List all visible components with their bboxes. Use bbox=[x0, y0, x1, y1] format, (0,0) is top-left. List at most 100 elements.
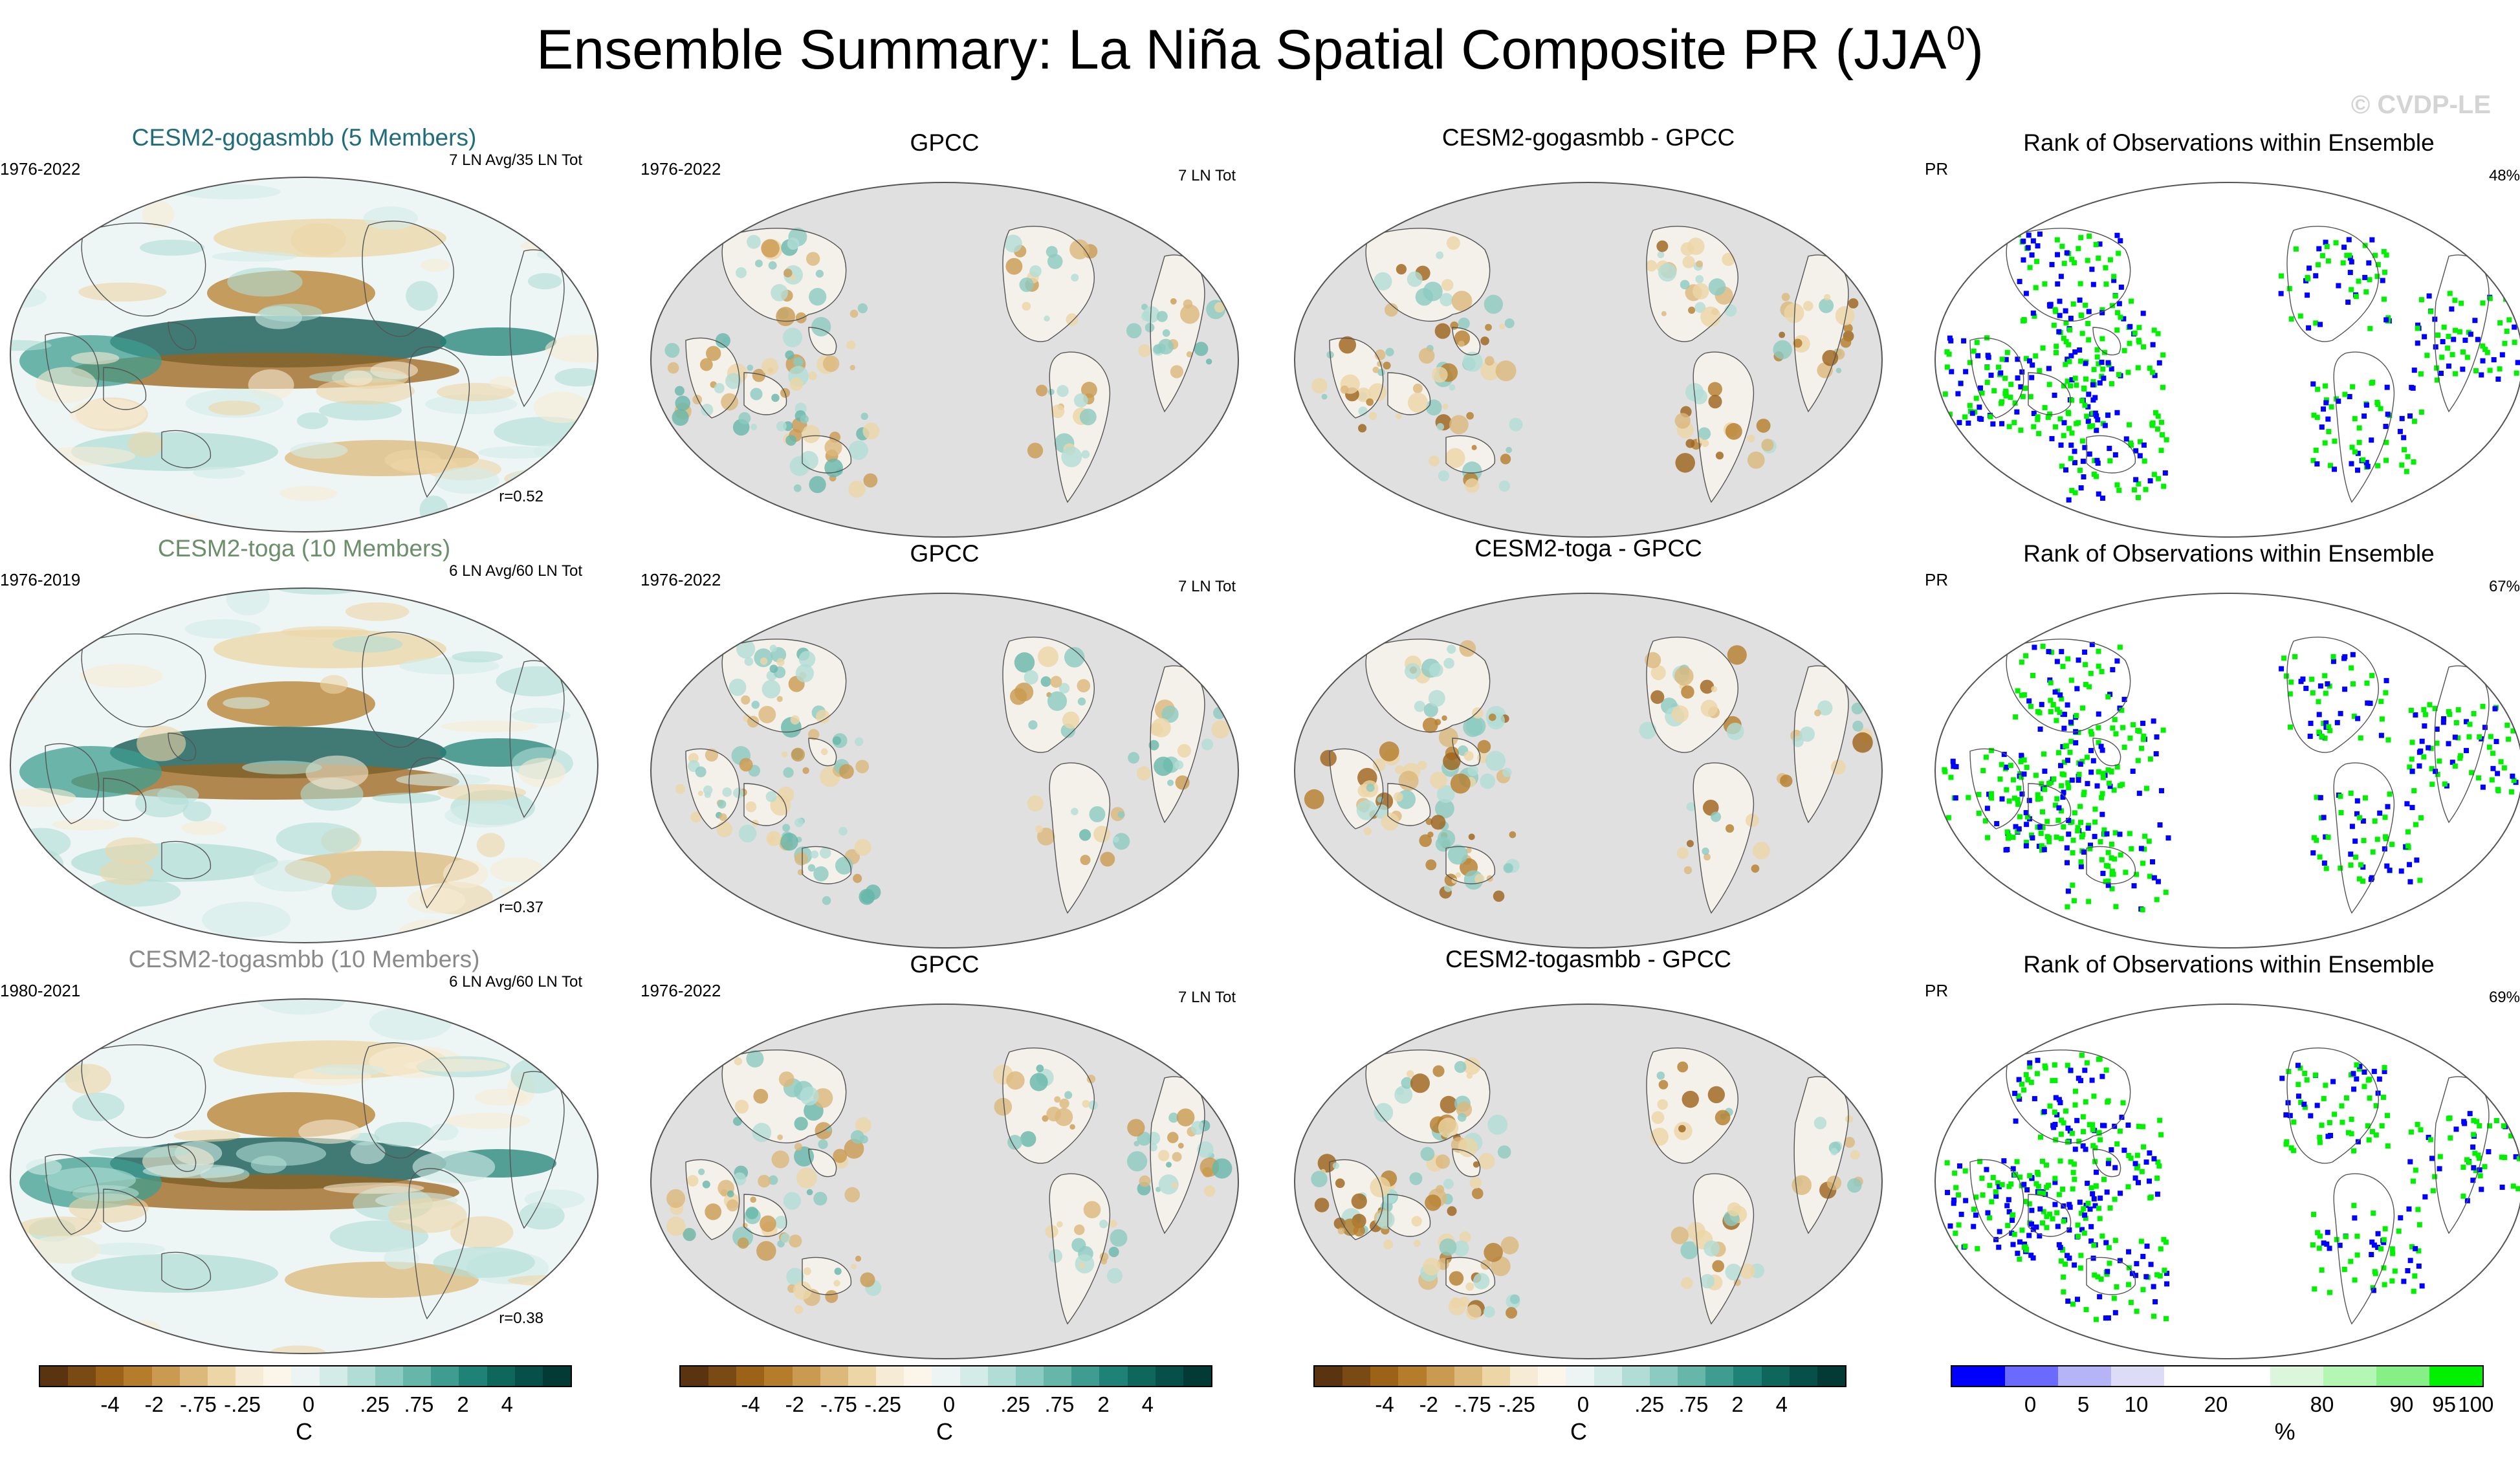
model-map bbox=[10, 177, 598, 532]
obs-panel-left-label: 1976-2022 bbox=[641, 570, 721, 589]
colorbar-tick-label: 100 bbox=[2458, 1392, 2494, 1416]
colorbar-swatch bbox=[2323, 1366, 2376, 1386]
colorbar-unit-label: C bbox=[1570, 1418, 1587, 1445]
colorbar-swatch bbox=[1127, 1366, 1156, 1386]
colorbar-swatch bbox=[1761, 1366, 1790, 1386]
colorbar-swatch bbox=[1678, 1366, 1706, 1386]
colorbar-swatch bbox=[2217, 1366, 2270, 1386]
colorbar-swatch bbox=[459, 1366, 487, 1386]
rank-panel-title: Rank of Observations within Ensemble bbox=[2023, 540, 2435, 567]
colorbar-tick-label: .25 bbox=[1000, 1392, 1031, 1416]
colorbar-boxes bbox=[1951, 1365, 2484, 1387]
rank-map bbox=[1934, 593, 2520, 949]
obs-panel-right-label: 7 LN Tot bbox=[1178, 578, 1236, 595]
colorbar-tick-label: .75 bbox=[1044, 1392, 1075, 1416]
model-panel-title: CESM2-toga (10 Members) bbox=[157, 535, 451, 562]
colorbar-tick-label: -.25 bbox=[1498, 1392, 1536, 1416]
model-panel-right-label: 6 LN Avg/60 LN Tot bbox=[449, 973, 582, 991]
colorbar-swatch bbox=[1370, 1366, 1399, 1386]
colorbar-swatch bbox=[904, 1366, 932, 1386]
diff-map bbox=[1294, 593, 1883, 949]
colorbar-tick-label: -4 bbox=[100, 1392, 120, 1416]
colorbar-swatch bbox=[876, 1366, 904, 1386]
colorbar-swatch bbox=[68, 1366, 96, 1386]
pattern-correlation-label: r=0.37 bbox=[499, 899, 543, 916]
colorbar-swatch bbox=[2005, 1366, 2058, 1386]
model-map bbox=[10, 998, 598, 1354]
colorbar-tick-label: 0 bbox=[943, 1392, 956, 1416]
colorbar-swatch bbox=[736, 1366, 765, 1386]
rank-panel-left-label: PR bbox=[1925, 570, 1949, 589]
colorbar-swatch bbox=[347, 1366, 375, 1386]
obs-panel-left-label: 1976-2022 bbox=[641, 981, 721, 1000]
obs-panel-row-2: GPCC 1976-2022 7 LN Tot bbox=[641, 534, 1249, 949]
colorbar-tick-label: 2 bbox=[457, 1392, 469, 1416]
obs-panel-left-label: 1976-2022 bbox=[641, 159, 721, 179]
colorbar-unit-label: % bbox=[2274, 1418, 2295, 1445]
model-panel-title: CESM2-gogasmbb (5 Members) bbox=[131, 124, 477, 151]
colorbar-swatch bbox=[236, 1366, 264, 1386]
colorbar-tick-label: 2 bbox=[1731, 1392, 1744, 1416]
colorbar-swatch bbox=[431, 1366, 459, 1386]
colorbar-tick-label: 80 bbox=[2310, 1392, 2334, 1416]
colorbar-unit-label: C bbox=[936, 1418, 953, 1445]
colorbar-tick-label: 5 bbox=[2077, 1392, 2090, 1416]
colorbar-tick-label: 0 bbox=[1577, 1392, 1590, 1416]
obs-panel-right-label: 7 LN Tot bbox=[1178, 167, 1236, 184]
colorbar-tick-label: -4 bbox=[741, 1392, 760, 1416]
pattern-correlation-label: r=0.52 bbox=[499, 488, 543, 505]
obs-map bbox=[650, 182, 1239, 538]
colorbar-swatch bbox=[96, 1366, 124, 1386]
diff-map bbox=[1294, 1004, 1883, 1359]
colorbar-swatch bbox=[514, 1366, 543, 1386]
diff-panel-row-3: CESM2-togasmbb - GPCC bbox=[1284, 945, 1892, 1359]
colorbar-swatch bbox=[1482, 1366, 1511, 1386]
colorbar-tick-label: -.75 bbox=[179, 1392, 217, 1416]
colorbar-swatch bbox=[151, 1366, 180, 1386]
colorbar-swatch bbox=[1594, 1366, 1622, 1386]
obs-panel-title: GPCC bbox=[910, 951, 980, 978]
colorbar-swatch bbox=[1044, 1366, 1072, 1386]
colorbar-swatch bbox=[1315, 1366, 1343, 1386]
colorbar-tick-label: 4 bbox=[1141, 1392, 1154, 1416]
colorbar-tick-label: .25 bbox=[1634, 1392, 1665, 1416]
colorbar-tick-label: -.25 bbox=[224, 1392, 261, 1416]
colorbar-tick-label: 95 bbox=[2432, 1392, 2456, 1416]
colorbar-swatch bbox=[1621, 1366, 1650, 1386]
colorbar-swatch bbox=[2376, 1366, 2429, 1386]
colorbar-boxes bbox=[1313, 1365, 1846, 1387]
diff-panel-row-2: CESM2-toga - GPCC bbox=[1284, 534, 1892, 949]
colorbar-tick-label: -.75 bbox=[820, 1392, 857, 1416]
obs-panel-right-label: 7 LN Tot bbox=[1178, 989, 1236, 1006]
colorbar-unit-label: C bbox=[296, 1418, 312, 1445]
colorbar-swatch bbox=[1649, 1366, 1678, 1386]
colorbar-swatch bbox=[764, 1366, 793, 1386]
colorbar-tick-label: 0 bbox=[302, 1392, 315, 1416]
model-panel-row-1: CESM2-gogasmbb (5 Members) 1976-2022 7 LN … bbox=[0, 123, 608, 532]
colorbar-swatch bbox=[1952, 1366, 2005, 1386]
colorbar-swatch bbox=[1789, 1366, 1817, 1386]
colorbar-swatch bbox=[124, 1366, 152, 1386]
colorbar-tick-label: 2 bbox=[1097, 1392, 1110, 1416]
colorbar-swatch bbox=[319, 1366, 347, 1386]
rank-panel-right-label: 69% bbox=[2488, 989, 2520, 1006]
page-title: Ensemble Summary: La Niña Spatial Compos… bbox=[536, 19, 1984, 81]
colorbar-swatch bbox=[1015, 1366, 1044, 1386]
diff-panel-title: CESM2-gogasmbb - GPCC bbox=[1441, 124, 1735, 151]
model-panel-left-label: 1976-2019 bbox=[0, 570, 81, 589]
model-panel-row-3: CESM2-togasmbb (10 Members) 1980-2021 6 LN… bbox=[0, 945, 608, 1354]
rank-panel-row-1: Rank of Observations within Ensemble PR 48… bbox=[1925, 123, 2520, 538]
model-panel-title: CESM2-togasmbb (10 Members) bbox=[128, 946, 480, 972]
obs-panel-row-3: GPCC 1976-2022 7 LN Tot bbox=[641, 945, 1249, 1359]
diff-map bbox=[1294, 182, 1883, 538]
colorbar-tick-label: -2 bbox=[144, 1392, 164, 1416]
rank-panel-right-label: 48% bbox=[2488, 167, 2520, 184]
colorbar-swatch bbox=[1342, 1366, 1371, 1386]
pattern-correlation-label: r=0.38 bbox=[499, 1310, 543, 1327]
colorbar-swatch bbox=[1566, 1366, 1594, 1386]
colorbar-boxes bbox=[39, 1365, 572, 1387]
diff-panel-title: CESM2-togasmbb - GPCC bbox=[1445, 946, 1732, 972]
colorbar-swatch bbox=[1538, 1366, 1566, 1386]
colorbar-swatch bbox=[542, 1366, 571, 1386]
obs-panel-title: GPCC bbox=[910, 540, 980, 567]
